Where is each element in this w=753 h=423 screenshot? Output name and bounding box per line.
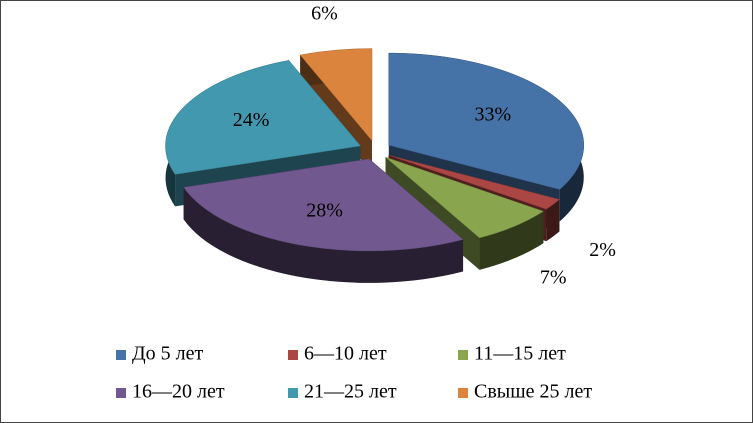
legend-swatch (288, 388, 298, 398)
legend-swatch (116, 350, 126, 360)
slice-top (299, 48, 373, 142)
slice-top (388, 52, 584, 190)
legend-swatch (458, 388, 468, 398)
slice-top (388, 154, 560, 210)
data-label: 24% (233, 109, 270, 131)
data-label: 2% (589, 239, 616, 261)
legend-label: Свыше 25 лет (474, 381, 592, 403)
slice (183, 158, 464, 283)
data-label: 33% (474, 104, 511, 126)
slice-side (183, 187, 464, 283)
legend-label: До 5 лет (132, 343, 204, 365)
slice-side (479, 211, 544, 270)
legend-label: 11—15 лет (474, 343, 566, 365)
slice-top (183, 158, 464, 252)
legend-label: 6—10 лет (304, 343, 387, 365)
data-label: 6% (311, 3, 338, 25)
legend-label: 21—25 лет (304, 381, 397, 403)
legend-swatch (458, 350, 468, 360)
legend-swatch (116, 388, 126, 398)
data-label: 7% (540, 267, 567, 289)
slice-top (165, 60, 362, 175)
legend-swatch (288, 350, 298, 360)
data-label: 28% (306, 200, 343, 222)
legend-label: 16—20 лет (132, 381, 225, 403)
slice-top (385, 156, 544, 239)
slice-side (546, 199, 560, 242)
